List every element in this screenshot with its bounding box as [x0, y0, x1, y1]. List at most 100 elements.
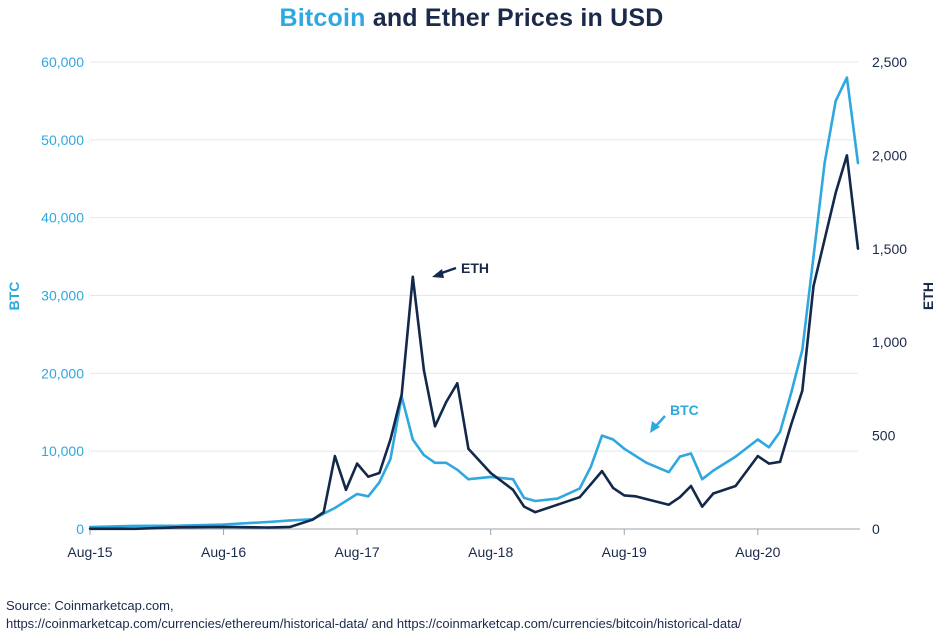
btc-data-point	[823, 162, 826, 165]
btc-data-point	[578, 487, 581, 490]
x-tick-label: Aug-16	[201, 544, 246, 560]
btc-tick-label: 40,000	[41, 210, 84, 226]
btc-data-point	[456, 468, 459, 471]
eth-tick-label: 2,000	[872, 147, 907, 163]
eth-data-point	[790, 423, 793, 426]
source-line-2: https://coinmarketcap.com/currencies/eth…	[6, 616, 742, 631]
btc-data-point	[133, 524, 136, 528]
btc-data-point	[678, 455, 682, 458]
chart-title-accent: Bitcoin	[279, 4, 366, 32]
eth-data-point	[433, 425, 437, 428]
eth-data-point	[701, 505, 704, 508]
btc-data-point	[489, 475, 492, 479]
x-tick-label: Aug-17	[335, 544, 380, 560]
eth-data-point	[834, 191, 837, 194]
btc-data-point	[511, 478, 515, 481]
eth-data-point	[511, 488, 515, 491]
btc-data-point	[389, 457, 392, 461]
btc-data-point	[812, 255, 815, 258]
eth-data-point	[367, 475, 370, 478]
eth-data-point	[678, 496, 682, 499]
btc-data-point	[645, 461, 648, 464]
btc-data-point	[367, 495, 370, 498]
btc-tick-label: 60,000	[41, 54, 84, 70]
btc-data-point	[378, 481, 381, 484]
eth-tick-label: 500	[872, 428, 896, 444]
btc-series-line	[89, 76, 860, 529]
eth-data-point	[756, 454, 759, 458]
btc-data-point	[634, 454, 637, 457]
eth-data-point	[712, 492, 715, 495]
btc-data-point	[701, 478, 704, 481]
eth-data-point	[378, 471, 381, 475]
eth-data-point	[534, 511, 537, 514]
eth-data-point	[311, 518, 314, 521]
annotations: ETH BTC	[432, 260, 699, 433]
price-chart: 0 10,000 20,000 30,000 40,000 50,000 60,000 0 5…	[6, 54, 936, 560]
eth-data-point	[489, 471, 492, 475]
btc-tick-label: 20,000	[41, 365, 84, 381]
eth-data-point	[600, 469, 604, 473]
eth-data-point	[333, 454, 337, 458]
eth-data-point	[667, 503, 670, 506]
x-tick-label: Aug-15	[67, 544, 112, 560]
eth-data-point	[801, 389, 804, 392]
btc-data-point	[767, 446, 771, 449]
btc-annotation-label: BTC	[670, 402, 699, 418]
eth-data-point	[823, 238, 826, 241]
btc-data-point	[600, 434, 604, 437]
eth-data-point	[845, 154, 849, 157]
eth-tick-label: 1,500	[872, 241, 907, 257]
btc-data-point	[333, 506, 337, 510]
eth-data-point	[355, 462, 359, 465]
eth-data-point	[778, 460, 782, 463]
btc-data-point	[355, 492, 359, 496]
btc-data-point	[689, 452, 693, 455]
eth-data-point	[400, 393, 403, 396]
btc-tick-label: 50,000	[41, 132, 84, 148]
eth-data-point	[611, 486, 615, 490]
btc-data-point	[623, 447, 626, 450]
eth-annotation-arrowhead	[432, 269, 444, 278]
eth-data-point	[734, 484, 737, 488]
eth-data-point	[812, 285, 815, 288]
btc-data-point	[667, 471, 670, 474]
eth-data-point	[634, 495, 637, 498]
btc-data-point	[222, 523, 225, 526]
source-note: Source: Coinmarketcap.com, https://coinm…	[6, 597, 742, 633]
eth-data-point	[322, 511, 325, 514]
eth-axis-label: ETH	[920, 282, 936, 310]
btc-data-point	[534, 499, 537, 503]
chart-title: Bitcoin and Ether Prices in USD	[0, 4, 943, 33]
eth-data-point	[389, 438, 392, 441]
x-axis-ticks: Aug-15 Aug-16 Aug-17 Aug-18 Aug-19 Aug-20	[67, 528, 860, 560]
eth-data-point	[445, 400, 448, 404]
eth-data-point	[767, 462, 771, 465]
btc-axis-label: BTC	[6, 282, 22, 311]
series-group	[88, 76, 860, 531]
btc-annotation-arrowhead	[650, 421, 660, 433]
eth-data-point	[456, 382, 459, 385]
btc-data-point	[778, 430, 782, 433]
btc-tick-label: 30,000	[41, 288, 84, 304]
x-tick-label: Aug-19	[602, 544, 647, 560]
eth-data-point	[556, 503, 559, 506]
btc-data-point	[712, 469, 715, 472]
eth-axis-ticks: 0 500 1,000 1,500 2,000 2,500	[872, 54, 907, 537]
x-tick-label: Aug-20	[735, 544, 780, 560]
btc-data-point	[522, 496, 526, 500]
eth-data-point	[522, 505, 526, 508]
btc-data-point	[801, 348, 804, 352]
eth-data-point	[422, 369, 426, 372]
btc-data-point	[411, 438, 414, 441]
btc-data-point	[266, 520, 270, 524]
eth-data-point	[589, 483, 593, 486]
btc-data-point	[433, 461, 437, 464]
eth-series-line	[90, 154, 860, 531]
chart-title-rest: and Ether Prices in USD	[365, 4, 664, 32]
btc-tick-label: 0	[76, 521, 84, 537]
eth-tick-label: 2,500	[872, 54, 907, 70]
eth-data-point	[88, 527, 92, 530]
eth-data-point	[266, 526, 270, 529]
eth-data-point	[177, 526, 181, 529]
